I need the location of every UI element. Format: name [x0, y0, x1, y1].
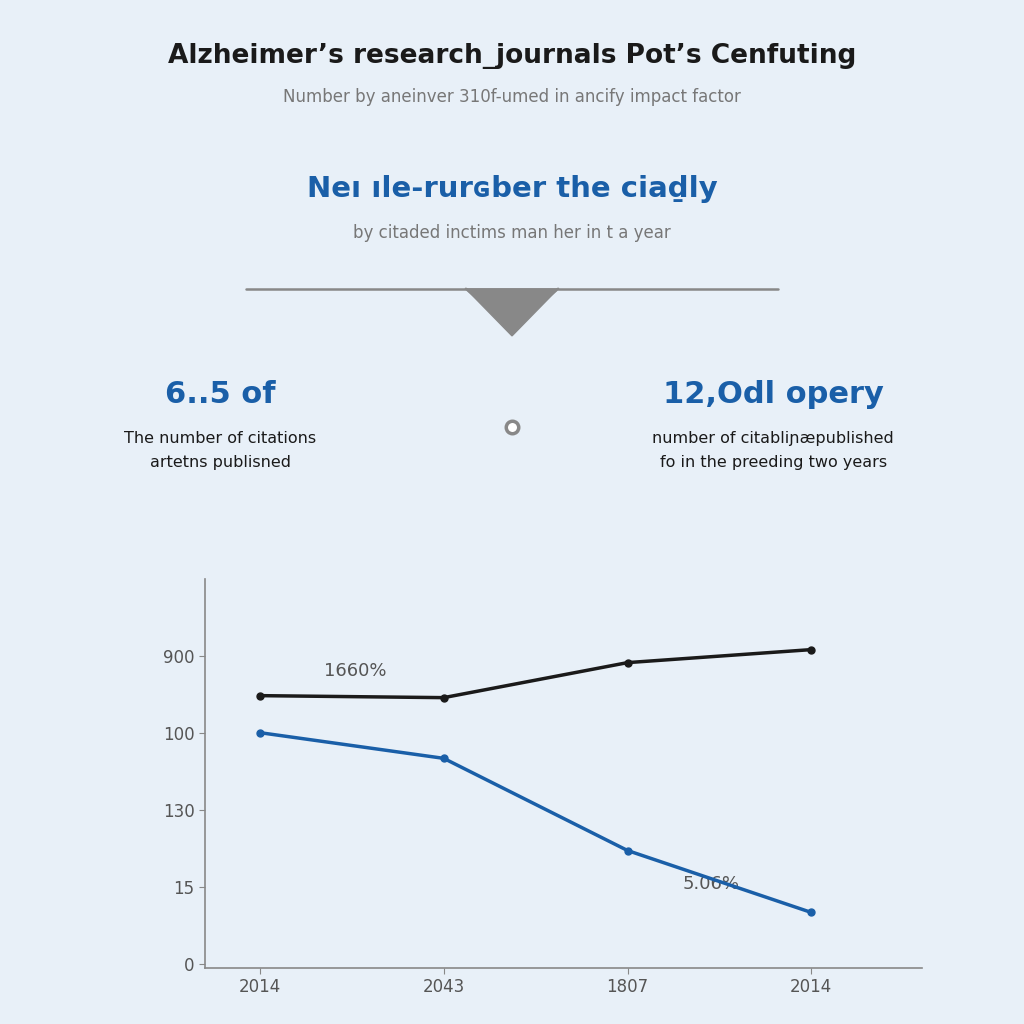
- Text: Number by aneinver 310f-umed in ancify impact factor: Number by aneinver 310f-umed in ancify i…: [283, 88, 741, 106]
- Text: Alzheimer’s research_journals Pot’s Cenfuting: Alzheimer’s research_journals Pot’s Cenf…: [168, 43, 856, 70]
- Text: 6..5 of: 6..5 of: [165, 380, 275, 409]
- Text: Neı ıle-rurɢber the ciaḏly: Neı ıle-rurɢber the ciaḏly: [306, 175, 718, 204]
- Text: fo in the preeding two years: fo in the preeding two years: [659, 456, 887, 470]
- Text: The number of citations: The number of citations: [124, 431, 316, 445]
- Text: by citaded inctims man her in t a year: by citaded inctims man her in t a year: [353, 224, 671, 243]
- Text: 1660%: 1660%: [325, 663, 387, 680]
- Text: 5.06%: 5.06%: [683, 876, 739, 893]
- Polygon shape: [466, 289, 558, 336]
- Text: 12,Odl opery: 12,Odl opery: [663, 380, 884, 409]
- Text: artetns publisned: artetns publisned: [150, 456, 291, 470]
- Text: number of citabliɲæpublished: number of citabliɲæpublished: [652, 431, 894, 445]
